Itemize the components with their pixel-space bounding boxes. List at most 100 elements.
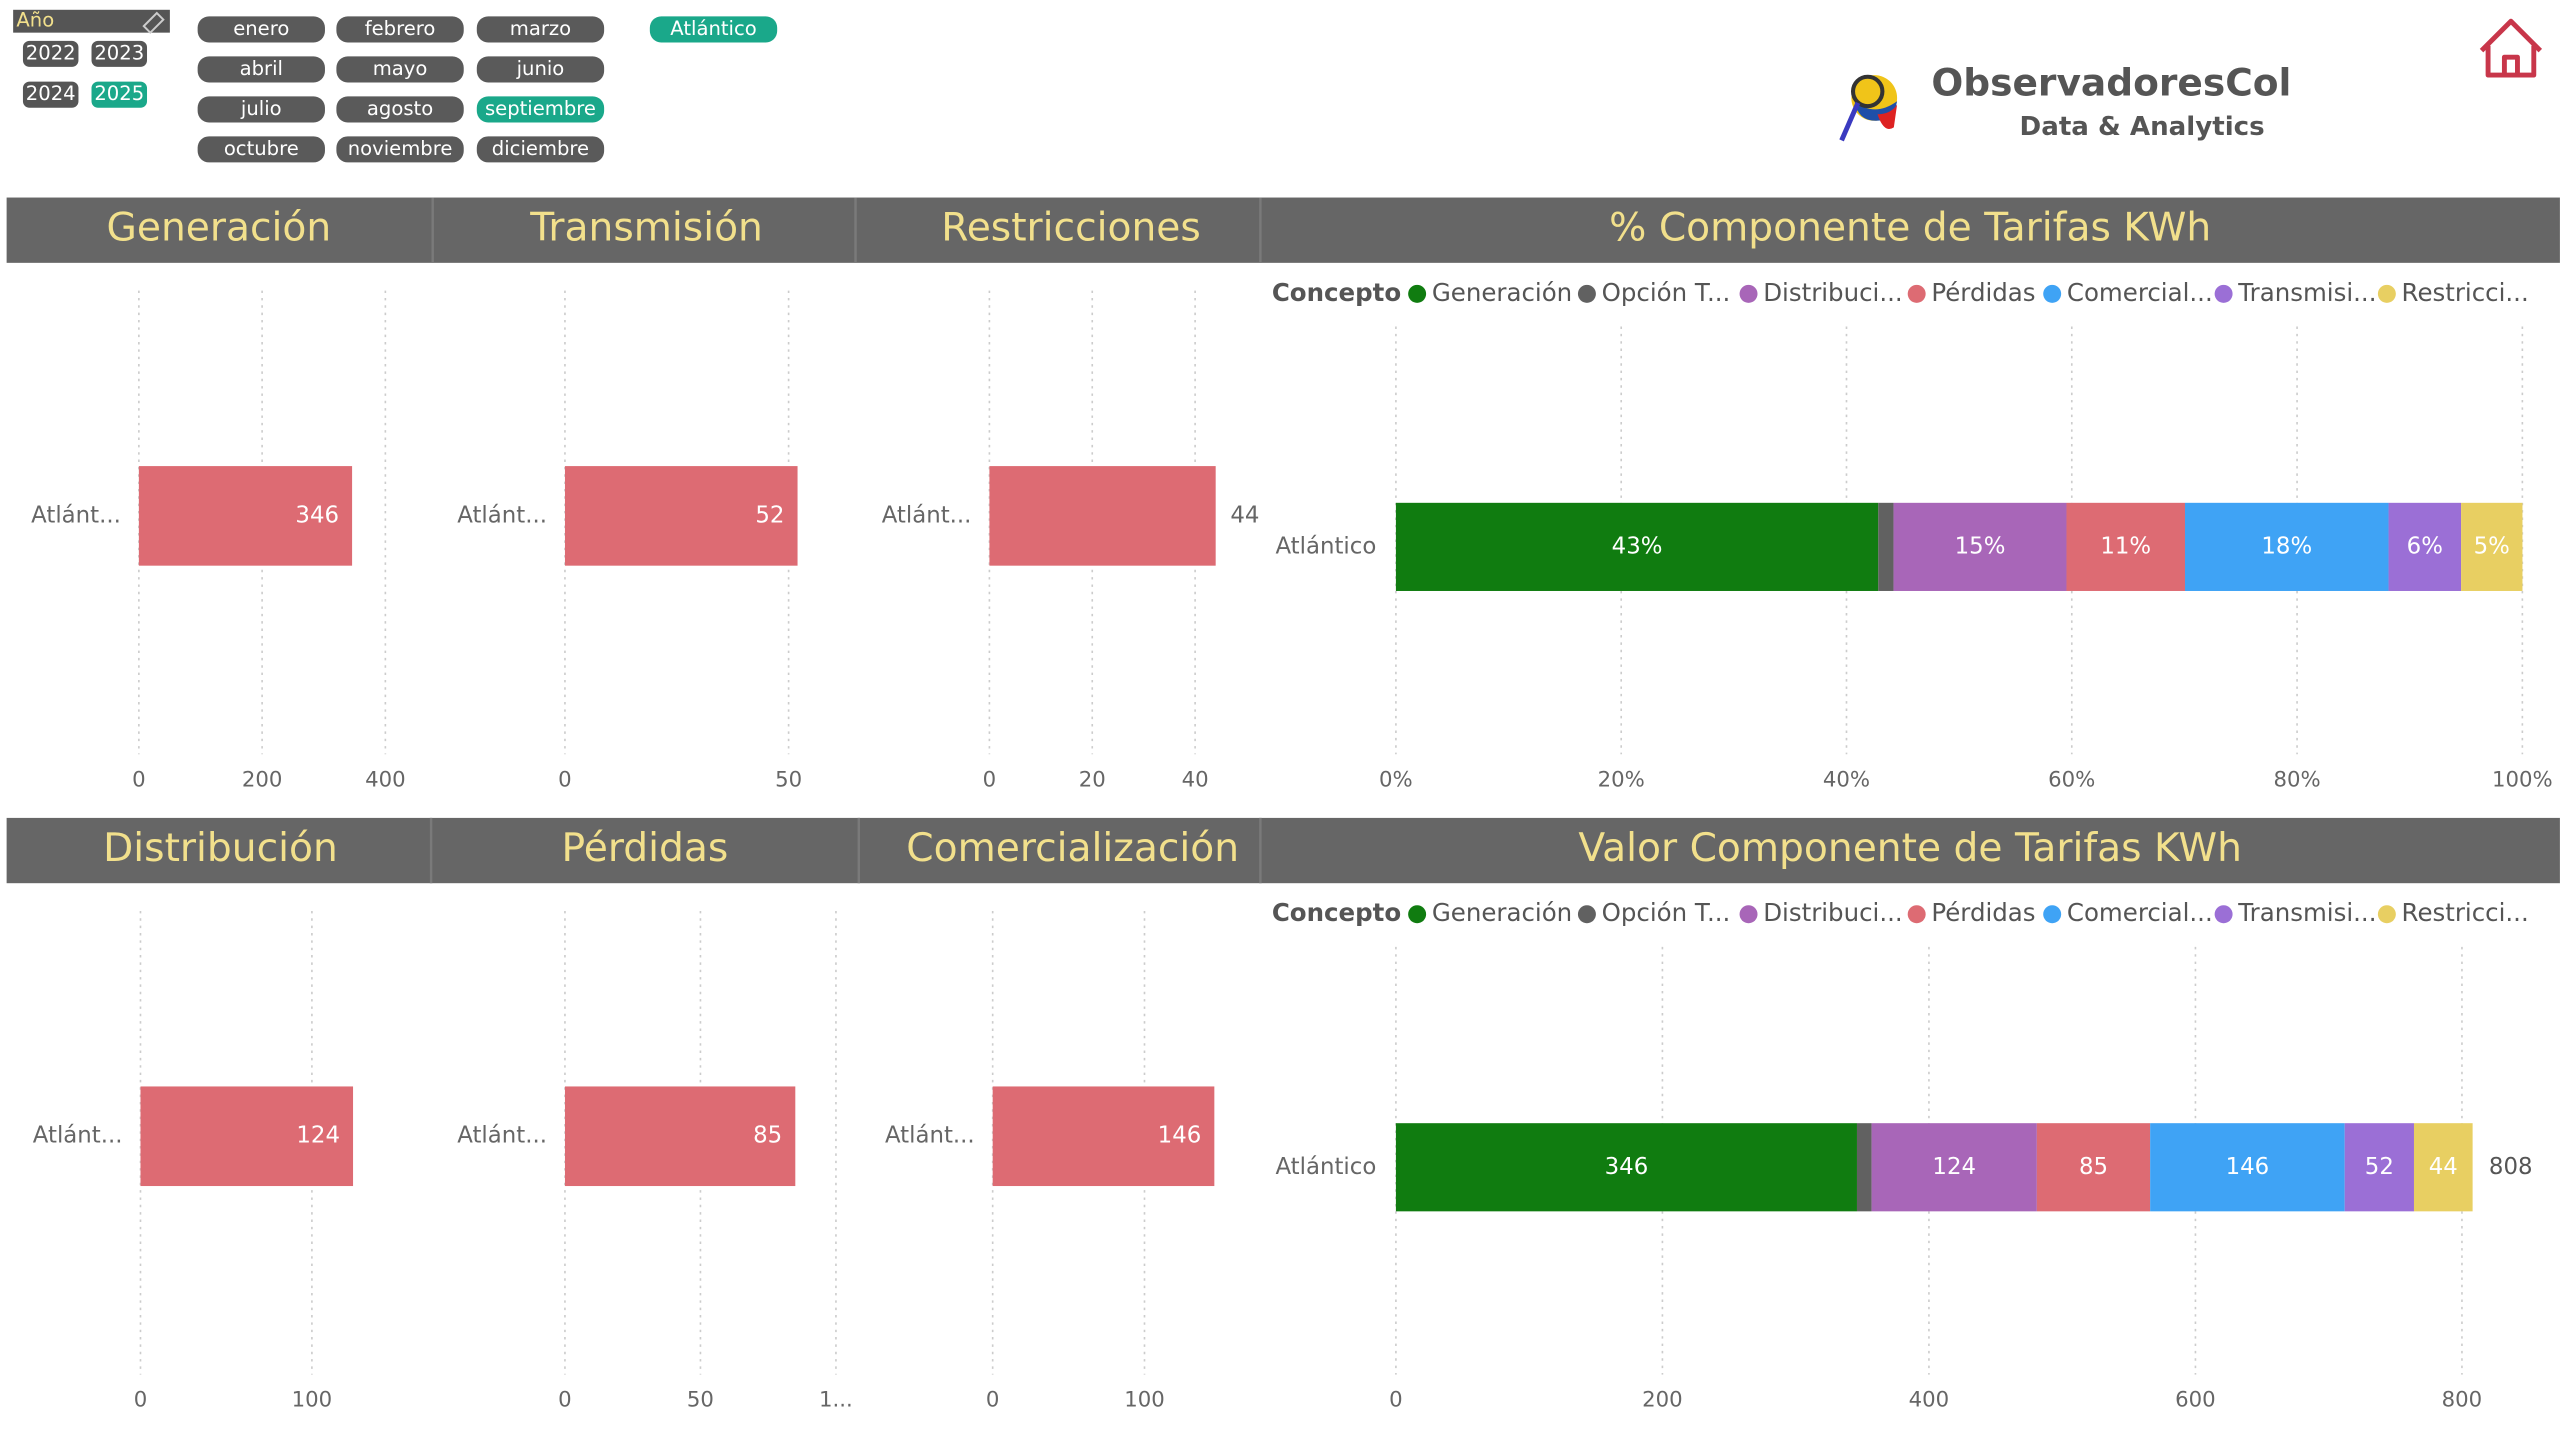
bar-segment — [2066, 502, 2185, 591]
legend-label: Distribuci... — [1763, 278, 1902, 307]
month-label[interactable]: abril — [240, 57, 283, 80]
year-button[interactable] — [22, 81, 79, 108]
x-tick-label: 200 — [1642, 1388, 1683, 1413]
legend-marker — [2043, 905, 2062, 924]
x-tick-label: 100 — [292, 1388, 333, 1413]
year-label[interactable]: 2022 — [26, 41, 76, 64]
legend-label: Pérdidas — [1931, 898, 2035, 927]
x-tick-label: 0 — [558, 1388, 572, 1413]
legend-marker — [1907, 284, 1926, 303]
data-label: 18% — [2261, 533, 2312, 559]
department-button[interactable] — [649, 16, 778, 43]
home-button[interactable] — [2479, 18, 2543, 78]
month-label[interactable]: febrero — [365, 17, 436, 40]
month-button[interactable] — [476, 16, 605, 43]
data-label: 44 — [1230, 502, 1259, 528]
month-button[interactable] — [336, 96, 464, 123]
bar-segment — [2344, 1123, 2414, 1212]
year-label[interactable]: 2025 — [94, 82, 144, 105]
bar-segment — [2461, 502, 2523, 591]
x-tick-label: 200 — [242, 767, 283, 792]
month-label[interactable]: junio — [516, 57, 565, 80]
month-button[interactable] — [336, 136, 464, 163]
bar — [140, 1086, 354, 1187]
logo-tagline: Data & Analytics — [2020, 112, 2265, 142]
bar-segment — [2413, 1123, 2473, 1212]
data-label: 52 — [2365, 1154, 2394, 1180]
x-tick-label: 100 — [1124, 1388, 1165, 1413]
legend-label: Restricci... — [2402, 278, 2529, 307]
bar-segment — [1878, 502, 1894, 591]
legend-label: Distribuci... — [1763, 898, 1902, 927]
year-label[interactable]: 2023 — [94, 41, 144, 64]
month-button[interactable] — [336, 56, 464, 83]
chart-title: Distribución — [103, 826, 338, 871]
month-label[interactable]: mayo — [373, 57, 428, 80]
x-tick-label: 60% — [2048, 767, 2095, 792]
legend-marker — [2377, 284, 2396, 303]
bar-segment — [1395, 1123, 1857, 1212]
year-button[interactable] — [91, 81, 148, 108]
month-button[interactable] — [197, 56, 325, 83]
month-label[interactable]: agosto — [367, 97, 433, 120]
x-tick-label: 0 — [558, 767, 572, 792]
legend-marker — [2214, 905, 2233, 924]
category-label: Atlántico — [1275, 533, 1376, 559]
month-label[interactable]: enero — [233, 17, 289, 40]
x-tick-label: 0 — [986, 1388, 1000, 1413]
data-label: 52 — [755, 502, 784, 528]
chart-title: % Componente de Tarifas KWh — [1609, 206, 2211, 251]
month-button[interactable] — [476, 136, 605, 163]
x-tick-label: 0 — [134, 1388, 148, 1413]
category-label: Atlánt... — [31, 502, 121, 528]
month-button[interactable] — [197, 16, 325, 43]
legend-label: Generación — [1432, 278, 1572, 307]
month-button[interactable] — [476, 56, 605, 83]
bar-segment — [2036, 1123, 2151, 1212]
bar-segment — [2150, 1123, 2345, 1212]
data-label: 6% — [2407, 533, 2443, 559]
month-button[interactable] — [476, 96, 605, 123]
total-label: 808 — [2489, 1154, 2533, 1180]
chart-title: Comercialización — [906, 826, 1239, 871]
year-button[interactable] — [22, 40, 79, 67]
month-button[interactable] — [336, 16, 464, 43]
category-label: Atlántico — [1275, 1154, 1376, 1180]
data-label: 85 — [2079, 1154, 2108, 1180]
month-label[interactable]: septiembre — [485, 97, 596, 120]
month-button[interactable] — [197, 136, 325, 163]
x-tick-label: 50 — [775, 767, 802, 792]
x-tick-label: 1... — [819, 1388, 853, 1413]
month-label[interactable]: octubre — [224, 137, 299, 160]
year-label[interactable]: 2024 — [26, 82, 76, 105]
data-label: 85 — [753, 1123, 782, 1149]
month-label[interactable]: marzo — [510, 17, 571, 40]
x-tick-label: 600 — [2175, 1388, 2216, 1413]
department-label[interactable]: Atlántico — [670, 17, 756, 40]
month-label[interactable]: julio — [240, 97, 282, 120]
x-tick-label: 400 — [365, 767, 406, 792]
month-label[interactable]: noviembre — [348, 137, 453, 160]
eraser-icon[interactable] — [142, 11, 165, 35]
month-button[interactable] — [197, 96, 325, 123]
legend-label: Transmisi... — [2237, 278, 2376, 307]
month-label[interactable]: diciembre — [492, 137, 589, 160]
x-tick-label: 40% — [1823, 767, 1870, 792]
bar-segment — [2184, 502, 2389, 591]
category-label: Atlánt... — [457, 502, 547, 528]
year-button[interactable] — [91, 40, 148, 67]
category-label: Atlánt... — [33, 1123, 123, 1149]
logo-name: ObservadoresCol — [1931, 60, 2291, 104]
data-label: 346 — [295, 502, 339, 528]
chart-title: Valor Componente de Tarifas KWh — [1578, 826, 2241, 871]
legend-title: Concepto — [1272, 278, 1401, 307]
data-label: 124 — [1932, 1154, 1976, 1180]
data-label: 15% — [1955, 533, 2006, 559]
legend-label: Opción T... — [1602, 898, 1731, 927]
bar-segment — [1871, 1123, 2037, 1212]
data-label: 146 — [2226, 1154, 2270, 1180]
legend-marker — [2043, 284, 2062, 303]
legend-marker — [1577, 284, 1596, 303]
